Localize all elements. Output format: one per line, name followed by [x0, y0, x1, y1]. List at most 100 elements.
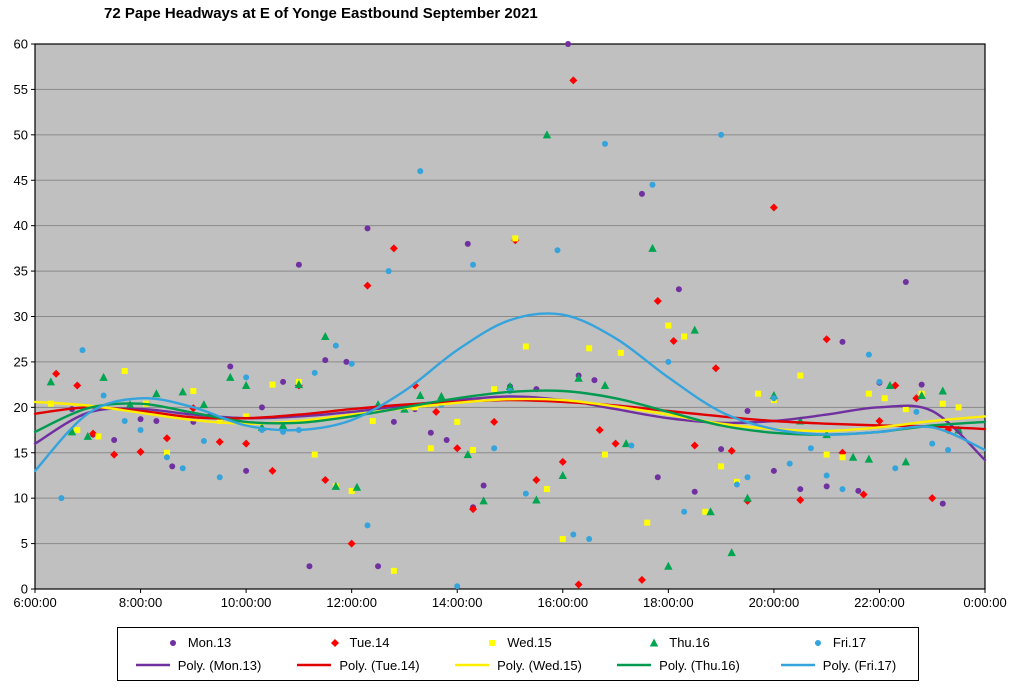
chart-element — [637, 575, 646, 584]
chart-element — [912, 394, 921, 403]
chart-element — [432, 407, 441, 416]
y-tick-label: 35 — [14, 264, 28, 279]
chart-element — [665, 358, 672, 365]
chart-element — [654, 474, 661, 481]
chart-element — [83, 431, 92, 440]
chart-element — [89, 429, 98, 438]
chart-element — [718, 463, 725, 470]
chart-element — [727, 446, 736, 455]
chart-element — [389, 244, 398, 253]
chart-element — [390, 418, 397, 425]
chart-element — [269, 381, 276, 388]
chart-element — [823, 483, 830, 490]
chart-element — [79, 347, 86, 354]
chart-element — [611, 439, 620, 448]
chart-element — [669, 337, 678, 346]
chart-element — [807, 445, 814, 452]
chart-element — [522, 490, 529, 497]
chart-element — [638, 190, 645, 197]
chart-element — [558, 470, 567, 479]
chart-element — [280, 378, 287, 385]
chart-element — [690, 325, 699, 334]
legend-label-mon13: Mon.13 — [187, 635, 232, 651]
chart-element — [137, 427, 144, 434]
tue14-marker-icon — [330, 638, 339, 647]
chart-element — [464, 240, 471, 247]
chart-element — [110, 450, 119, 459]
legend-row-poly: Poly. (Mon.13) Poly. (Tue.14) Poly. (Wed.1… — [118, 658, 918, 673]
chart-element — [311, 451, 318, 458]
chart-element — [278, 421, 288, 429]
chart-element — [67, 427, 77, 436]
chart-element — [152, 389, 161, 398]
chart-element — [665, 322, 672, 329]
chart-element — [602, 451, 608, 458]
chart-element — [839, 454, 846, 461]
chart-element — [227, 363, 234, 370]
chart-element — [859, 490, 868, 499]
chart-element — [702, 508, 709, 515]
chart-element — [199, 400, 209, 409]
chart-element — [617, 349, 624, 356]
y-tick-label: 60 — [14, 37, 28, 52]
legend-label-poly-fri17: Poly. (Fri.17) — [822, 657, 897, 673]
chart-element — [591, 377, 598, 384]
chart-element — [733, 481, 740, 488]
chart-element — [543, 486, 550, 493]
chart-element — [885, 381, 895, 390]
chart-element — [644, 519, 651, 526]
y-tick-label: 20 — [14, 400, 28, 415]
chart-element — [743, 493, 752, 502]
x-tick-label: 22:00:00 — [854, 595, 905, 610]
chart-element — [491, 386, 498, 393]
x-tick-label: 14:00:00 — [432, 595, 483, 610]
chart-element — [463, 450, 472, 459]
chart-element — [823, 451, 830, 458]
chart-element — [512, 235, 519, 242]
scatter-series-tue14 — [52, 76, 953, 589]
chart-element — [532, 476, 541, 484]
chart-element — [681, 508, 688, 515]
chart-element — [179, 465, 186, 472]
chart-element — [453, 444, 462, 453]
chart-element — [74, 427, 81, 434]
chart-element — [443, 437, 450, 444]
chart-element — [390, 567, 397, 574]
chart-element — [162, 434, 171, 443]
chart-element — [454, 583, 461, 590]
chart-element — [600, 381, 610, 390]
chart-element — [913, 408, 920, 415]
chart-element — [348, 487, 355, 494]
chart-element — [881, 395, 888, 402]
poly-mon13-line-icon — [135, 663, 170, 667]
x-tick-label: 12:00:00 — [326, 595, 377, 610]
chart-element — [343, 358, 350, 365]
chart-legend: Mon.13 Tue.14 Wed.15 Thu.16 Fri.17 Poly. (Mo… — [117, 627, 919, 681]
y-tick-label: 50 — [14, 127, 28, 142]
chart-element — [427, 445, 434, 452]
chart-element — [95, 433, 102, 440]
chart-element — [865, 351, 872, 358]
chart-element — [321, 331, 330, 340]
chart-element — [595, 426, 604, 435]
chart-element — [216, 417, 223, 424]
chart-element — [786, 460, 793, 467]
chart-element — [554, 247, 561, 254]
chart-element — [178, 387, 187, 396]
chart-element — [565, 41, 572, 47]
chart-element — [574, 580, 583, 589]
chart-element — [469, 505, 478, 514]
chart-element — [522, 343, 529, 350]
chart-element — [718, 446, 725, 453]
chart-element — [542, 130, 552, 139]
chart-element — [938, 386, 947, 395]
legend-label-poly-tue14: Poly. (Tue.14) — [339, 657, 420, 673]
chart-element — [294, 380, 304, 389]
chart-element — [744, 474, 751, 481]
chart-element — [706, 507, 715, 516]
chart-element — [569, 76, 578, 85]
chart-element — [322, 357, 329, 364]
chart-element — [727, 548, 736, 557]
y-tick-label: 30 — [14, 309, 28, 324]
chart-element — [865, 390, 872, 397]
